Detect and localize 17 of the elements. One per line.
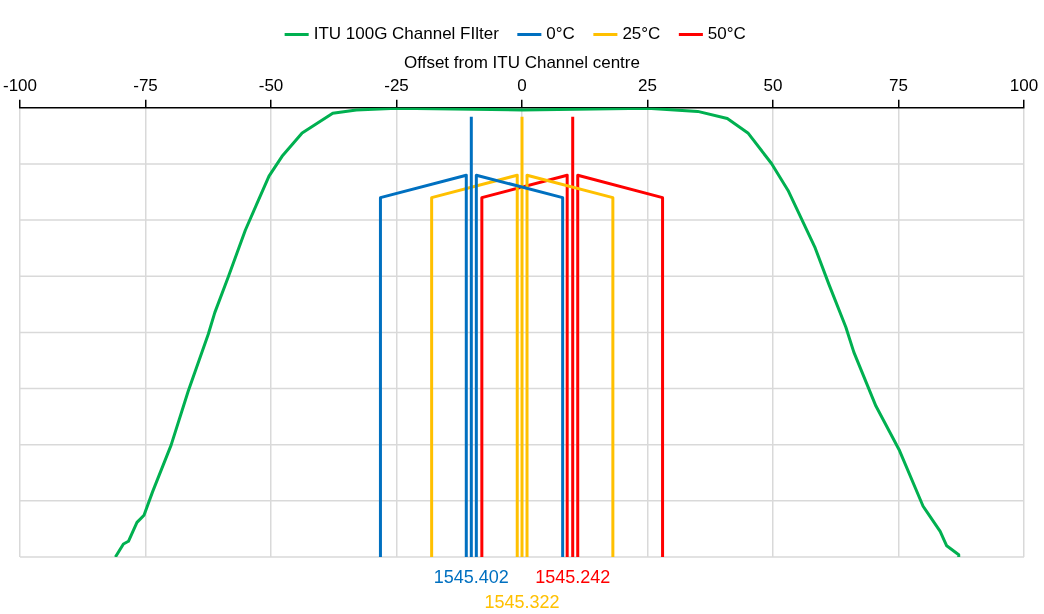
legend-label: ITU 100G Channel FIlter <box>313 24 500 44</box>
text: 1545.322 <box>484 591 560 612</box>
x-tick-label: 25 <box>638 76 657 96</box>
legend-label: 50°C <box>707 24 746 44</box>
legend-label: 0°C <box>546 24 575 44</box>
x-tick-label: 0 <box>517 76 527 96</box>
x-tick-label: 75 <box>889 76 908 96</box>
x-tick-label: -75 <box>133 76 158 96</box>
text: 1545.402 <box>433 566 509 587</box>
text: 1545.242 <box>535 566 611 587</box>
x-tick-label: 50 <box>763 76 783 96</box>
x-tick-label: -25 <box>384 76 409 96</box>
x-tick-label: 100 <box>1009 76 1039 96</box>
legend-label: 25°C <box>622 24 661 44</box>
x-tick-label: -100 <box>3 76 38 96</box>
x-tick-label: -50 <box>258 76 284 96</box>
x-axis-title: Offset from ITU Channel centre <box>404 52 640 72</box>
